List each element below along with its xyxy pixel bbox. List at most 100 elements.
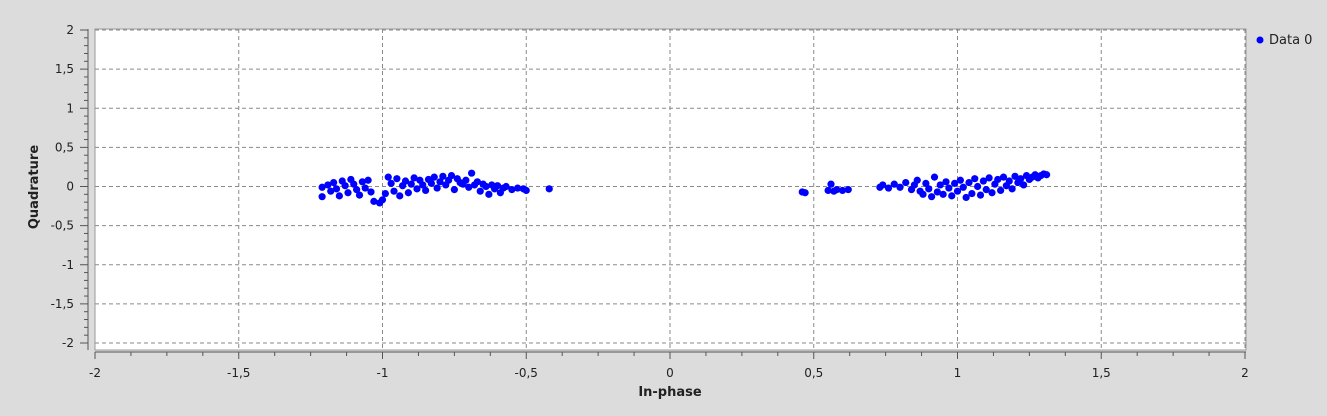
x-tick-label-8: 2	[1241, 366, 1249, 380]
data-point	[959, 183, 967, 191]
data-point	[939, 190, 947, 198]
legend-label: Data 0	[1269, 33, 1312, 48]
x-axis-title: In-phase	[638, 385, 702, 400]
data-point	[965, 178, 973, 187]
data-point	[968, 189, 976, 198]
data-point	[985, 174, 993, 182]
grid-lines	[95, 29, 1246, 350]
data-point	[433, 184, 441, 192]
data-point	[930, 173, 939, 181]
data-point	[502, 182, 510, 191]
x-tick-label-7: 1,5	[1092, 366, 1111, 380]
y-tick-label-0: 2	[66, 23, 74, 37]
data-point	[410, 174, 418, 182]
data-point	[350, 180, 358, 188]
data-point	[439, 172, 447, 180]
data-point	[318, 193, 326, 201]
data-point	[1020, 181, 1028, 189]
data-point	[948, 192, 956, 200]
data-point	[485, 190, 493, 198]
data-point	[344, 189, 352, 197]
data-point	[462, 176, 470, 184]
data-point	[962, 193, 970, 202]
data-point	[332, 185, 341, 193]
data-series-0	[318, 169, 1051, 207]
data-point	[404, 189, 412, 197]
data-point	[422, 186, 430, 195]
data-point	[982, 186, 990, 194]
data-point	[844, 186, 852, 194]
data-point	[378, 196, 387, 204]
data-point	[330, 178, 338, 187]
data-point	[384, 173, 392, 181]
y-tick-label-4: 0	[66, 180, 74, 194]
data-point	[473, 178, 481, 186]
data-point	[913, 176, 921, 184]
data-point	[933, 188, 941, 196]
x-tick-label-3: -0,5	[515, 366, 538, 380]
data-point	[370, 197, 378, 205]
data-point	[922, 179, 930, 187]
data-point	[447, 171, 456, 180]
data-point	[1017, 175, 1025, 183]
data-point	[450, 186, 458, 194]
data-point	[824, 186, 832, 195]
data-point	[988, 189, 996, 197]
data-point	[514, 184, 522, 192]
data-point	[476, 187, 484, 195]
data-point	[1008, 185, 1016, 193]
plot-area[interactable]	[94, 28, 1247, 351]
data-point	[974, 182, 982, 191]
data-point	[387, 179, 395, 187]
data-point	[919, 190, 927, 198]
data-point	[979, 177, 987, 185]
data-point	[318, 183, 326, 191]
data-point	[361, 184, 369, 192]
y-tick-label-8: -2	[62, 336, 74, 350]
data-point	[945, 184, 953, 192]
y-ticks: 2 1,5 1 0,5 0 -0,5 -1 -1,5 -2	[51, 23, 88, 350]
data-point	[396, 192, 404, 200]
x-tick-label-2: -1	[377, 366, 389, 380]
data-point	[465, 183, 473, 191]
data-point	[522, 186, 530, 195]
data-point	[1005, 177, 1013, 185]
y-tick-label-2: 1	[66, 101, 74, 115]
data-point	[390, 187, 398, 195]
data-point	[951, 179, 959, 187]
data-point	[381, 189, 389, 198]
data-point	[401, 177, 410, 185]
data-point	[545, 185, 553, 193]
data-point	[324, 181, 332, 189]
data-point	[838, 186, 847, 195]
data-point	[407, 180, 415, 188]
legend-marker	[1256, 36, 1264, 44]
data-point	[976, 191, 985, 199]
data-point	[956, 176, 964, 184]
data-point	[999, 173, 1008, 181]
y-tick-label-1: 1,5	[55, 62, 74, 76]
x-ticks: -2 -1,5 -1 -0,5 0 0,5 1 1,5 2	[89, 352, 1249, 380]
data-point	[801, 189, 809, 197]
data-point	[997, 186, 1005, 195]
data-point	[833, 186, 841, 194]
data-point	[430, 173, 438, 181]
data-point	[953, 187, 962, 195]
data-point	[827, 180, 835, 188]
data-point	[468, 169, 476, 177]
data-point	[355, 191, 364, 199]
data-point	[327, 187, 335, 195]
data-point	[936, 181, 944, 189]
data-point	[493, 182, 502, 190]
x-tick-label-1: -1,5	[227, 366, 250, 380]
y-tick-label-5: -0,5	[51, 219, 74, 233]
legend[interactable]: Data 0	[1256, 33, 1313, 48]
y-tick-label-6: -1	[62, 258, 74, 272]
data-point	[341, 182, 349, 190]
data-point	[482, 182, 490, 191]
data-point	[994, 175, 1002, 184]
data-point	[508, 186, 516, 194]
data-point	[896, 183, 904, 191]
data-point	[353, 186, 361, 194]
